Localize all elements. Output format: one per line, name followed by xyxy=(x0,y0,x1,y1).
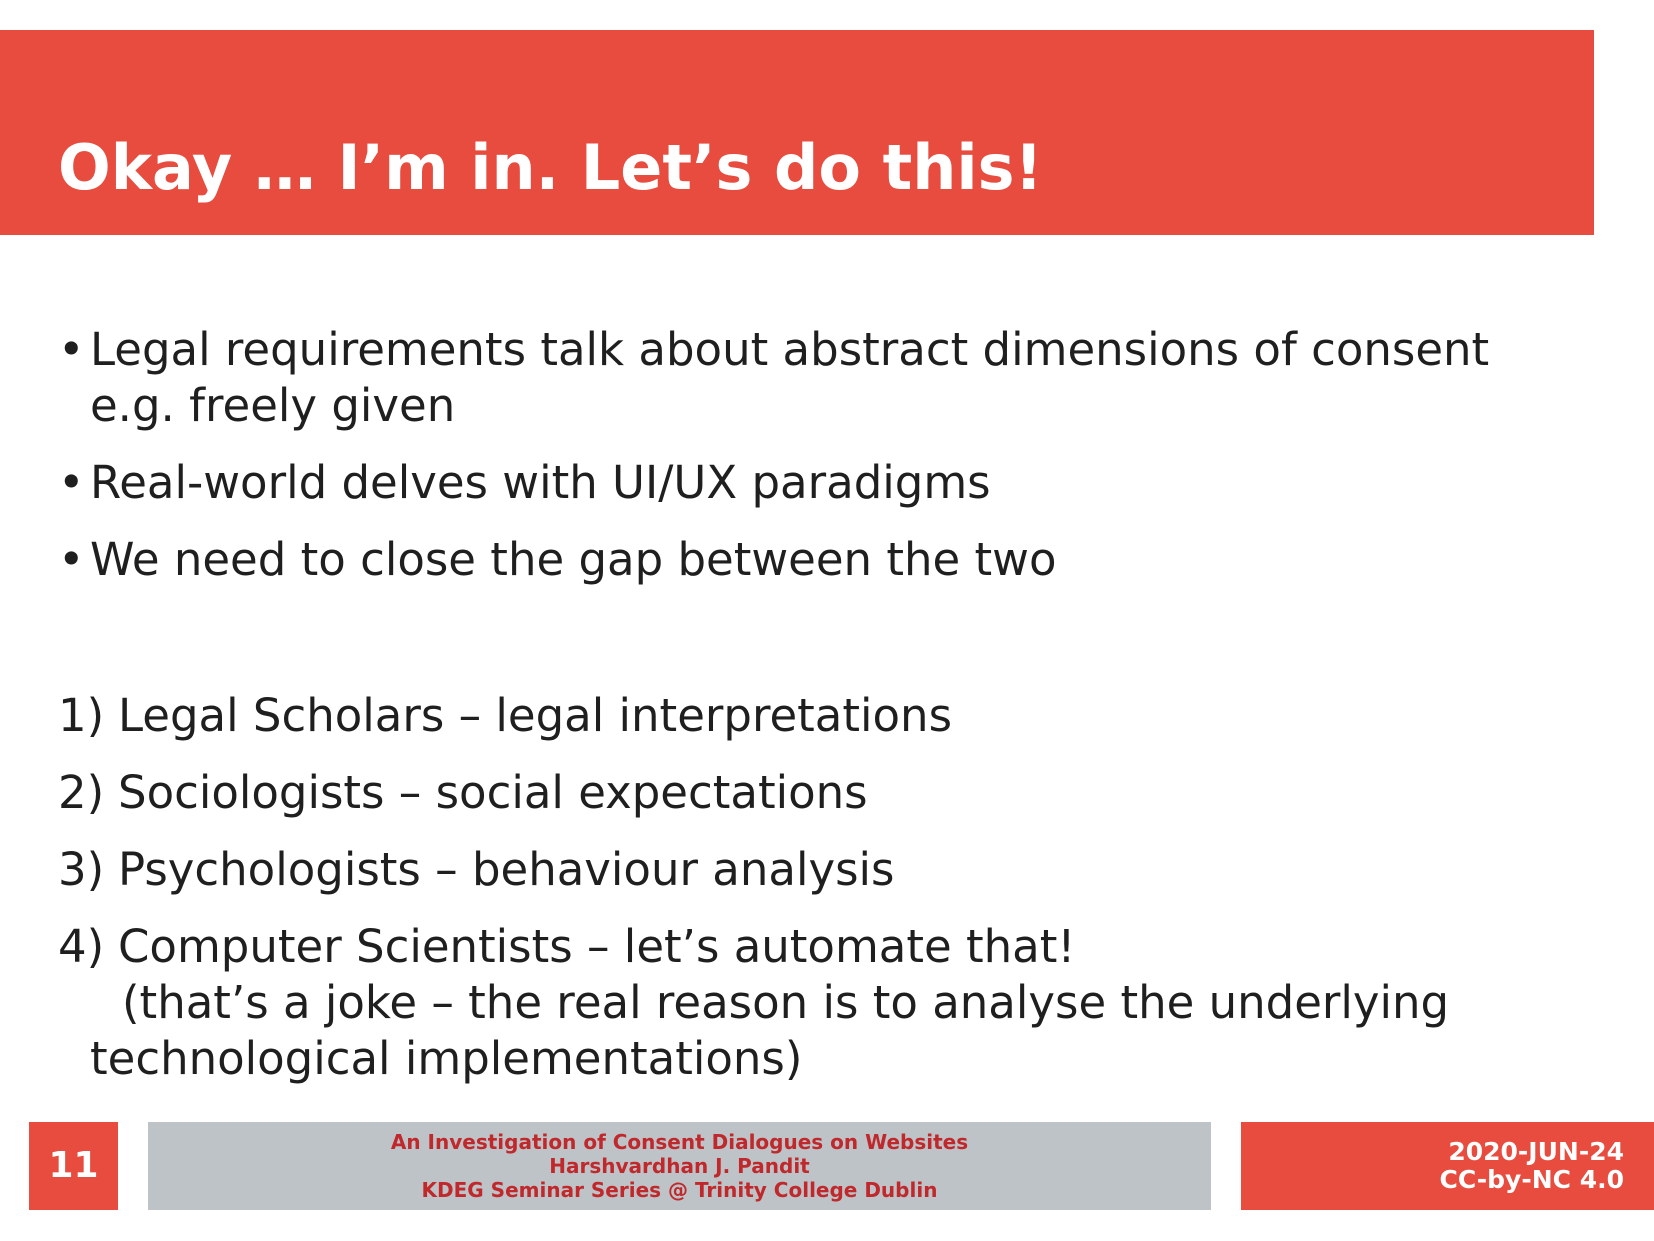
numbered-item: 1) Legal Scholars – legal interpretation… xyxy=(58,688,1588,744)
bullet-text: Legal requirements talk about abstract d… xyxy=(90,323,1490,432)
numbered-marker: 4) xyxy=(58,920,105,973)
numbered-marker: 1) xyxy=(58,689,105,742)
footer-presentation-title: An Investigation of Consent Dialogues on… xyxy=(390,1130,969,1154)
bullet-item: • Real-world delves with UI/UX paradigms xyxy=(58,455,1588,511)
numbered-text: Legal Scholars – legal interpretations xyxy=(118,689,953,742)
slide-number: 11 xyxy=(29,1122,118,1210)
numbered-text: Computer Scientists – let’s automate tha… xyxy=(118,920,1076,973)
numbered-text: Sociologists – social expectations xyxy=(118,766,868,819)
bullet-item: • We need to close the gap between the t… xyxy=(58,532,1588,588)
footer-date: 2020-JUN-24 xyxy=(1448,1137,1624,1166)
numbered-subtext: (that’s a joke – the real reason is to a… xyxy=(90,976,1450,1085)
bullet-text: Real-world delves with UI/UX paradigms xyxy=(90,456,991,509)
numbered-marker: 3) xyxy=(58,843,105,896)
numbered-item: 3) Psychologists – behaviour analysis xyxy=(58,842,1588,898)
numbered-text: Psychologists – behaviour analysis xyxy=(118,843,895,896)
numbered-marker: 2) xyxy=(58,766,105,819)
spacer xyxy=(58,609,1588,688)
footer-author: Harshvardhan J. Pandit xyxy=(549,1154,810,1178)
footer-info: An Investigation of Consent Dialogues on… xyxy=(148,1122,1211,1210)
numbered-item: 4) Computer Scientists – let’s automate … xyxy=(58,919,1588,1087)
bullet-marker: • xyxy=(58,323,85,376)
bullet-text: We need to close the gap between the two xyxy=(90,533,1057,586)
bullet-item: • Legal requirements talk about abstract… xyxy=(58,322,1588,434)
footer-meta: 2020-JUN-24 CC-by-NC 4.0 xyxy=(1241,1122,1654,1210)
footer-license: CC-by-NC 4.0 xyxy=(1439,1165,1624,1194)
slide-content: • Legal requirements talk about abstract… xyxy=(58,322,1588,1108)
slide-title: Okay … I’m in. Let’s do this! xyxy=(58,131,1043,204)
title-bar xyxy=(0,30,1594,235)
footer-event: KDEG Seminar Series @ Trinity College Du… xyxy=(421,1178,938,1202)
bullet-marker: • xyxy=(58,456,85,509)
bullet-marker: • xyxy=(58,533,85,586)
numbered-item: 2) Sociologists – social expectations xyxy=(58,765,1588,821)
